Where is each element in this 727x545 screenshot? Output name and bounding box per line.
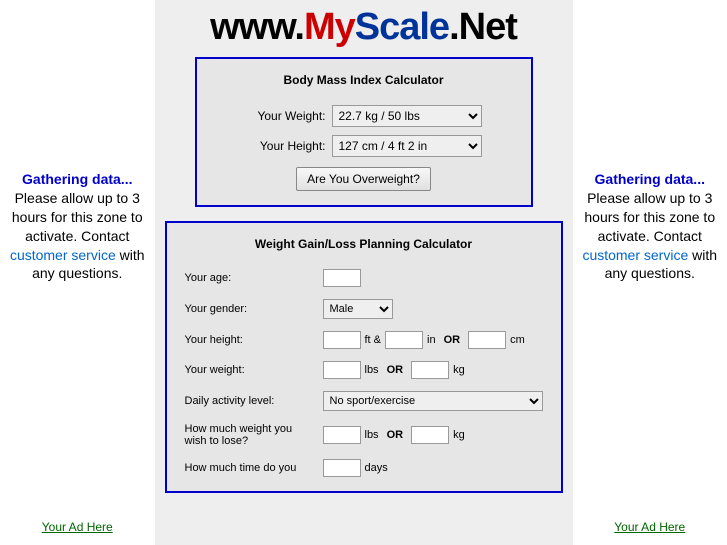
- kg-unit: kg: [453, 364, 465, 376]
- main-column: www.MyScale.Net Body Mass Index Calculat…: [155, 0, 573, 545]
- logo-my: My: [304, 6, 355, 48]
- plan-height-cm-input[interactable]: [468, 331, 506, 349]
- ad-link-right[interactable]: Your Ad Here: [581, 519, 720, 535]
- plan-activity-label: Daily activity level:: [185, 395, 315, 407]
- plan-title: Weight Gain/Loss Planning Calculator: [185, 237, 543, 251]
- bmi-height-select[interactable]: 127 cm / 4 ft 2 in: [332, 135, 482, 157]
- days-unit: days: [365, 462, 388, 474]
- plan-height-label: Your height:: [185, 334, 315, 346]
- left-sidebar: Gathering data... Please allow up to 3 h…: [0, 0, 155, 545]
- bmi-weight-label: Your Weight:: [246, 109, 326, 123]
- logo-www: www.: [210, 6, 304, 48]
- ad-link-left[interactable]: Your Ad Here: [8, 519, 147, 535]
- bmi-calculate-button[interactable]: Are You Overweight?: [296, 167, 431, 191]
- gathering-text-right: Gathering data...: [581, 170, 720, 189]
- plan-gender-select[interactable]: Male: [323, 299, 393, 319]
- plan-lose-lbs-input[interactable]: [323, 426, 361, 444]
- plan-activity-select[interactable]: No sport/exercise: [323, 391, 543, 411]
- gathering-text-left: Gathering data...: [8, 170, 147, 189]
- lbs-unit-2: lbs: [365, 429, 379, 441]
- cm-unit: cm: [510, 334, 525, 346]
- plan-panel: Weight Gain/Loss Planning Calculator You…: [165, 221, 563, 493]
- ft-unit: ft &: [365, 334, 382, 346]
- plan-height-ft-input[interactable]: [323, 331, 361, 349]
- customer-service-link-left[interactable]: customer service: [10, 247, 116, 263]
- plan-time-label: How much time do you: [185, 462, 315, 474]
- plan-lose-label: How much weight you wish to lose?: [185, 423, 315, 447]
- customer-service-link-right[interactable]: customer service: [582, 247, 688, 263]
- plan-lose-kg-input[interactable]: [411, 426, 449, 444]
- lbs-unit: lbs: [365, 364, 379, 376]
- plan-height-in-input[interactable]: [385, 331, 423, 349]
- kg-unit-2: kg: [453, 429, 465, 441]
- site-logo: www.MyScale.Net: [165, 6, 563, 49]
- logo-net: .Net: [449, 6, 517, 48]
- or-text-2: OR: [387, 364, 404, 376]
- bmi-title: Body Mass Index Calculator: [215, 73, 513, 87]
- sidebar-msg1-left: Please allow up to 3 hours for this zone…: [12, 190, 143, 244]
- plan-age-input[interactable]: [323, 269, 361, 287]
- in-unit: in: [427, 334, 436, 346]
- or-text-1: OR: [444, 334, 461, 346]
- logo-scale: Scale: [355, 6, 449, 48]
- bmi-weight-select[interactable]: 22.7 kg / 50 lbs: [332, 105, 482, 127]
- bmi-height-label: Your Height:: [246, 139, 326, 153]
- plan-gender-label: Your gender:: [185, 303, 315, 315]
- sidebar-msg1-right: Please allow up to 3 hours for this zone…: [584, 190, 715, 244]
- plan-weight-kg-input[interactable]: [411, 361, 449, 379]
- plan-weight-label: Your weight:: [185, 364, 315, 376]
- plan-weight-lbs-input[interactable]: [323, 361, 361, 379]
- or-text-3: OR: [387, 429, 404, 441]
- right-sidebar: Gathering data... Please allow up to 3 h…: [573, 0, 727, 545]
- bmi-panel: Body Mass Index Calculator Your Weight: …: [195, 57, 533, 207]
- plan-age-label: Your age:: [185, 272, 315, 284]
- plan-time-days-input[interactable]: [323, 459, 361, 477]
